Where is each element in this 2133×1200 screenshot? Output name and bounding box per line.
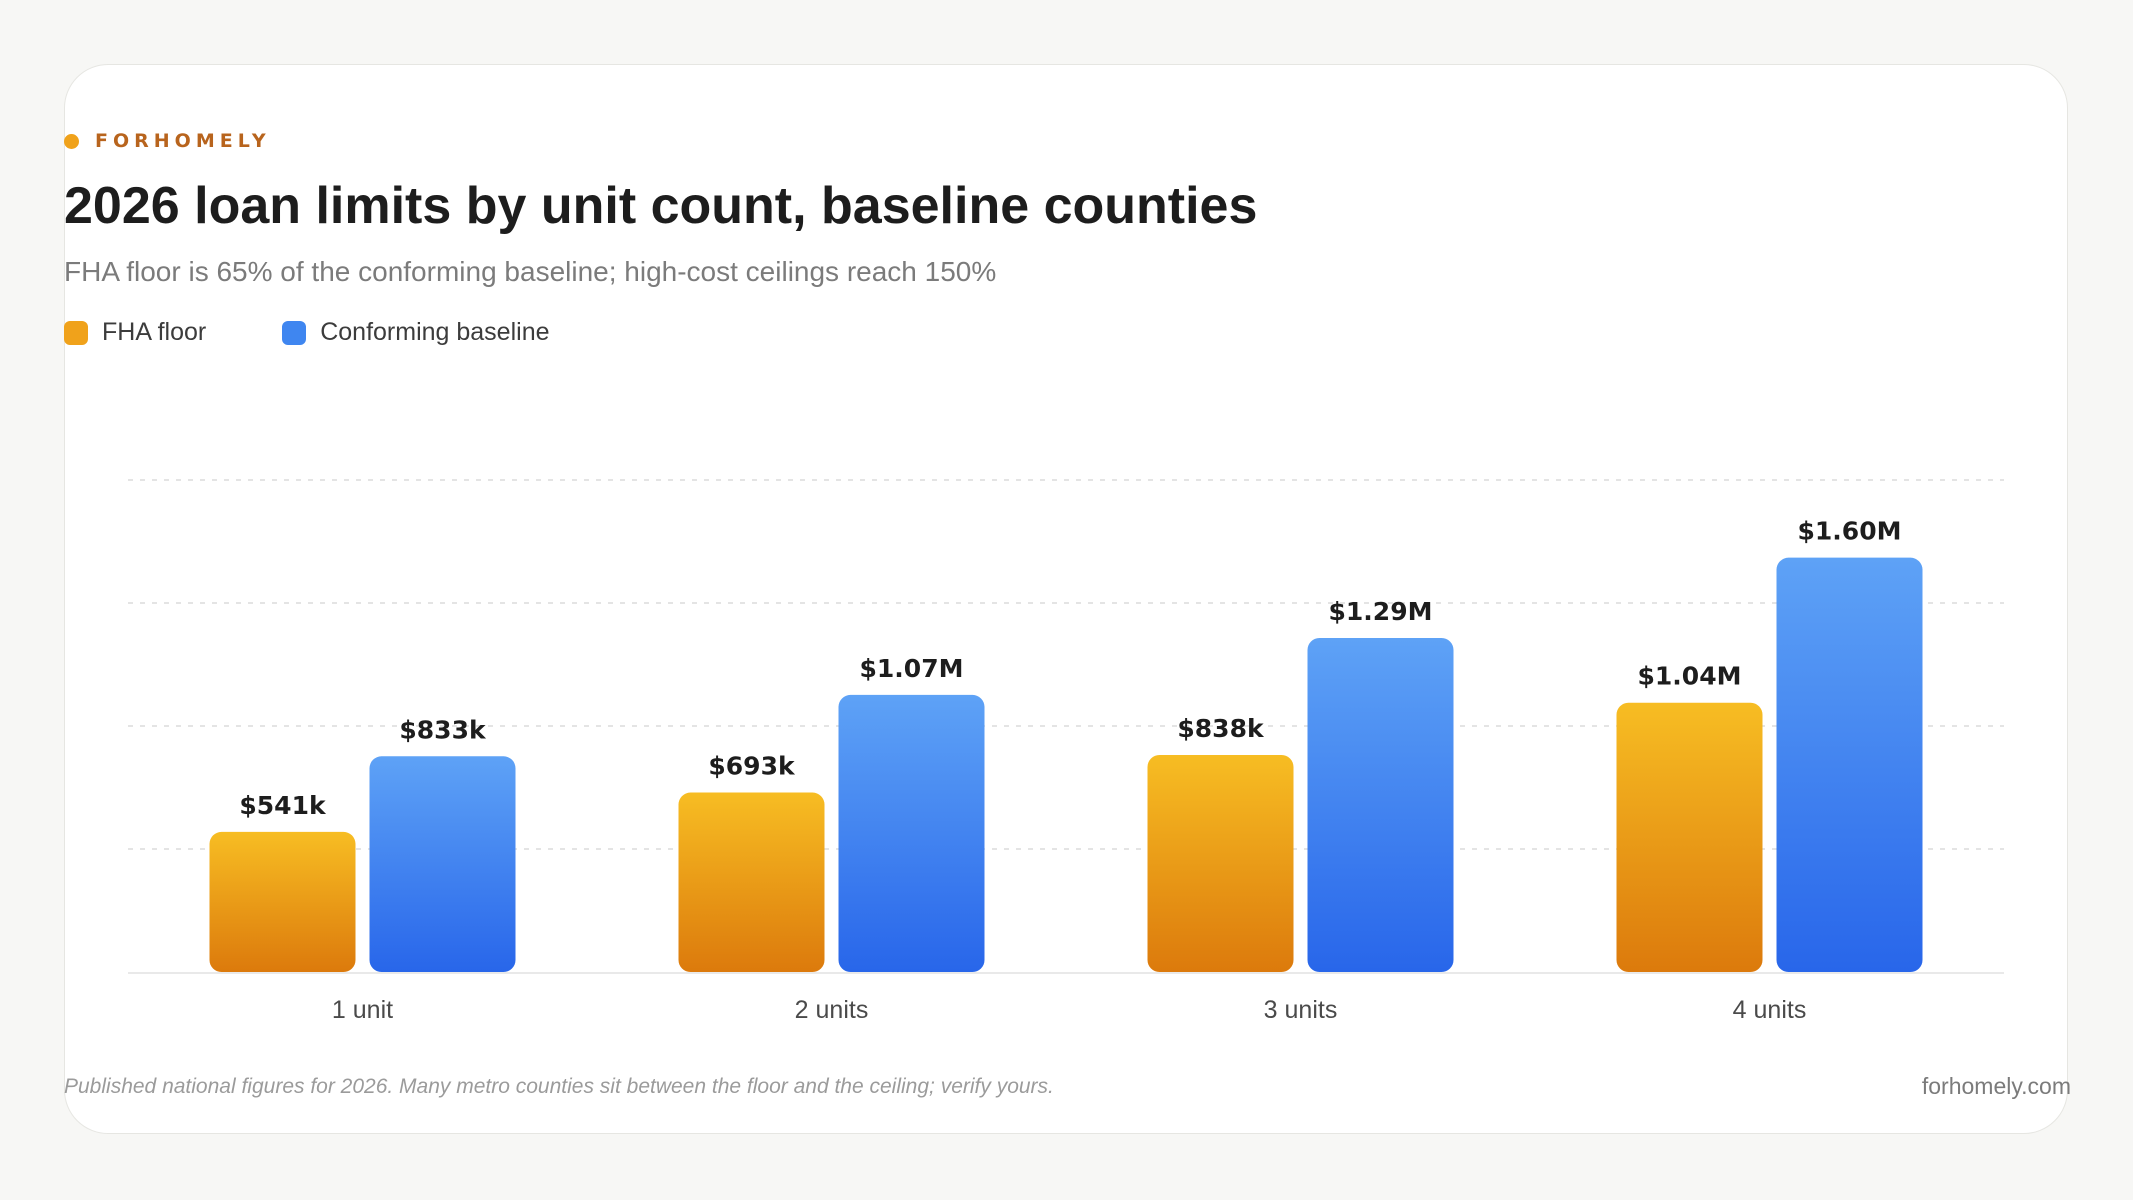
legend-label-fha: FHA floor: [102, 318, 207, 346]
legend-swatch-conforming: [282, 320, 307, 345]
brand-name: FORHOMELY: [95, 130, 271, 152]
legend-item-conforming: Conforming baseline: [282, 318, 550, 347]
data-label-fha-3: $838k: [1177, 714, 1265, 743]
x-tick-label-3: 3 units: [1264, 996, 1338, 1024]
site-link[interactable]: forhomely.com: [1921, 1073, 2071, 1099]
footnote: Published national figures for 2026. Man…: [64, 1075, 1054, 1098]
data-label-fha-2: $693k: [708, 752, 796, 781]
data-label-conforming-4: $1.60M: [1798, 517, 1902, 546]
x-tick-label-2: 2 units: [795, 996, 869, 1024]
bar-conforming-2: [838, 694, 985, 972]
data-label-conforming-2: $1.07M: [860, 654, 964, 683]
bar-fha-3: [1147, 755, 1294, 972]
data-label-fha-4: $1.04M: [1638, 662, 1742, 691]
brand-dot-icon: [64, 133, 79, 149]
data-label-conforming-3: $1.29M: [1329, 597, 1433, 626]
chart-title: 2026 loan limits by unit count, baseline…: [64, 177, 1258, 235]
legend-swatch-fha: [64, 320, 88, 345]
legend-label-conforming: Conforming baseline: [320, 318, 550, 346]
bar-conforming-4: [1776, 557, 1923, 972]
x-tick-label-4: 4 units: [1733, 996, 1807, 1024]
data-label-conforming-1: $833k: [399, 715, 487, 744]
bar-fha-2: [678, 792, 825, 972]
bar-conforming-3: [1307, 637, 1454, 972]
x-tick-label-1: 1 unit: [332, 996, 393, 1024]
brand: FORHOMELY: [64, 130, 271, 152]
bar-conforming-1: [369, 756, 516, 972]
bar-fha-1: [209, 831, 356, 972]
data-label-fha-1: $541k: [239, 791, 327, 820]
legend-item-fha: FHA floor: [64, 318, 206, 347]
chart-subtitle: FHA floor is 65% of the conforming basel…: [64, 256, 997, 287]
bar-fha-4: [1616, 702, 1763, 972]
legend: FHA floor Conforming baseline: [64, 318, 626, 347]
